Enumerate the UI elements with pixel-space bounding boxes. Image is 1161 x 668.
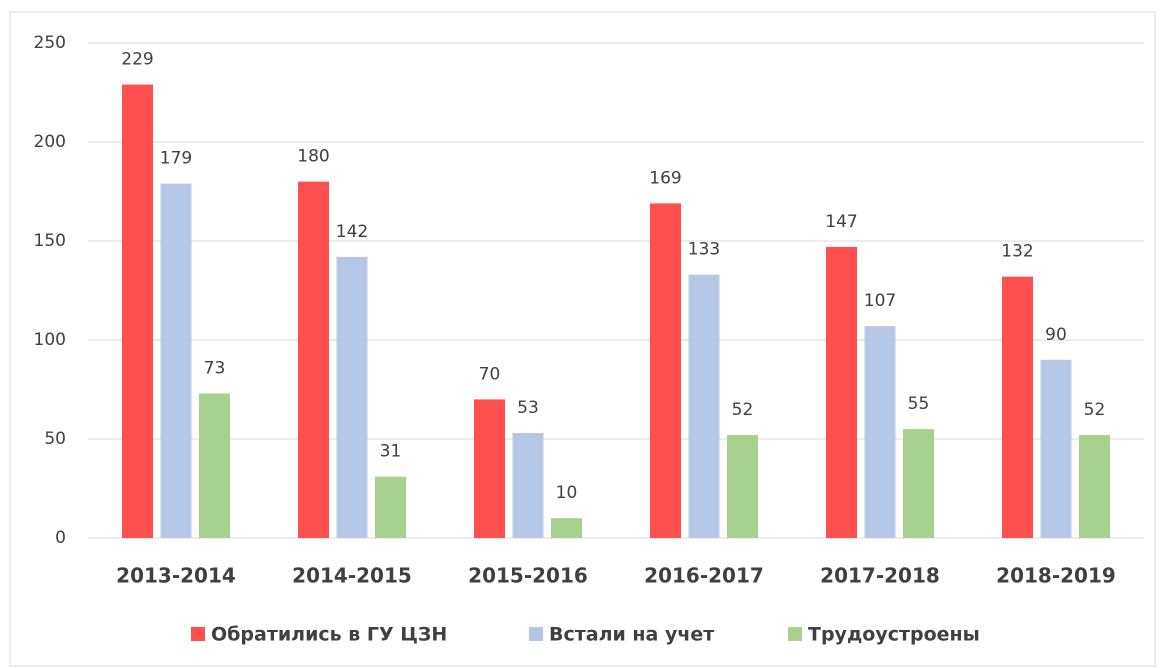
- data-label: 70: [479, 364, 501, 384]
- data-label: 107: [864, 291, 896, 311]
- bar: [727, 435, 758, 538]
- y-tick-label: 50: [44, 429, 66, 449]
- legend-label: Трудоустроены: [808, 624, 980, 646]
- data-label: 52: [1084, 400, 1106, 420]
- data-label: 73: [204, 358, 226, 378]
- x-tick-label: 2014-2015: [292, 564, 412, 588]
- data-label: 169: [649, 168, 681, 188]
- x-tick-label: 2018-2019: [996, 564, 1116, 588]
- data-label: 90: [1045, 325, 1067, 345]
- bar: [474, 399, 505, 538]
- data-label: 133: [688, 240, 720, 260]
- bar: [864, 326, 896, 538]
- legend-label: Встали на учет: [549, 624, 714, 646]
- data-label: 53: [517, 398, 539, 418]
- x-tick-label: 2013-2014: [116, 564, 236, 588]
- y-tick-label: 0: [55, 528, 66, 548]
- y-tick-label: 250: [34, 33, 66, 53]
- data-label: 229: [121, 50, 153, 70]
- bar: [512, 433, 544, 538]
- legend-label: Обратились в ГУ ЦЗН: [211, 624, 447, 646]
- chart-frame: [9, 11, 1156, 667]
- y-tick-label: 100: [34, 330, 66, 350]
- bar: [1079, 435, 1110, 538]
- data-label: 132: [1001, 242, 1033, 262]
- bar: [1002, 276, 1033, 538]
- bar: [551, 518, 582, 538]
- legend-swatch: [788, 627, 802, 641]
- x-tick-label: 2016-2017: [644, 564, 764, 588]
- bar: [903, 429, 934, 538]
- bar: [375, 476, 406, 538]
- y-tick-label: 200: [34, 132, 66, 152]
- data-label: 147: [825, 212, 857, 232]
- bar: [199, 393, 230, 538]
- bar: [160, 183, 192, 538]
- bar: [298, 181, 329, 538]
- data-label: 142: [336, 222, 368, 242]
- bar: [336, 256, 368, 538]
- bar: [826, 246, 857, 538]
- data-label: 179: [160, 149, 192, 169]
- bar: [122, 84, 153, 538]
- x-tick-label: 2017-2018: [820, 564, 940, 588]
- data-label: 52: [732, 400, 754, 420]
- bar: [1040, 359, 1072, 538]
- y-tick-label: 150: [34, 231, 66, 251]
- data-label: 10: [556, 483, 578, 503]
- legend-swatch: [191, 627, 205, 641]
- data-label: 180: [297, 147, 329, 167]
- legend-swatch: [529, 627, 543, 641]
- data-label: 31: [380, 442, 402, 462]
- bar: [650, 203, 681, 538]
- x-tick-label: 2015-2016: [468, 564, 588, 588]
- data-label: 55: [908, 394, 930, 414]
- bar: [688, 274, 720, 538]
